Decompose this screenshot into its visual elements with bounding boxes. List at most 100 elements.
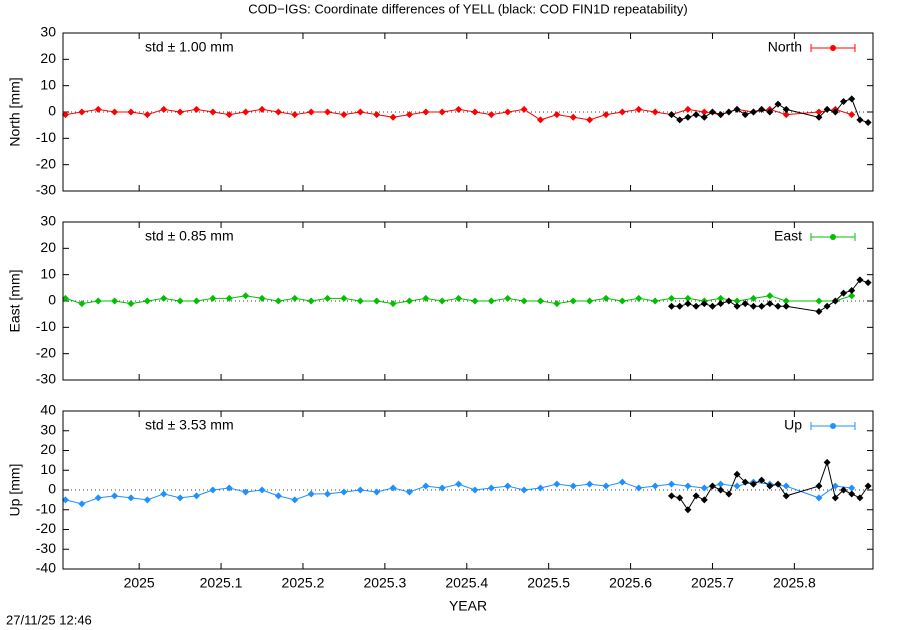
y-tick-label: -10 — [36, 500, 56, 516]
data-point — [192, 105, 200, 113]
data-point — [848, 490, 856, 498]
data-point — [815, 113, 823, 121]
data-point — [635, 105, 643, 113]
data-point — [307, 490, 315, 498]
data-point — [758, 476, 766, 484]
data-point — [553, 480, 561, 488]
data-point — [700, 496, 708, 504]
data-point — [291, 111, 299, 119]
data-point — [635, 294, 643, 302]
data-point — [78, 108, 86, 116]
data-point — [717, 480, 725, 488]
data-point — [774, 100, 782, 108]
data-point — [815, 482, 823, 490]
data-point — [586, 297, 594, 305]
data-point — [405, 111, 413, 119]
data-point — [831, 297, 839, 305]
y-tick-label: 20 — [40, 441, 56, 457]
y-tick-label: 20 — [40, 50, 56, 66]
data-point — [848, 95, 856, 103]
std-annotation: std ± 1.00 mm — [145, 39, 234, 55]
legend-marker — [830, 423, 836, 429]
y-tick-label: -40 — [36, 560, 56, 576]
data-point — [111, 297, 119, 305]
legend-label: North — [768, 39, 802, 55]
data-point — [774, 480, 782, 488]
data-point — [176, 297, 184, 305]
data-point — [94, 297, 102, 305]
data-point — [758, 302, 766, 310]
data-point — [340, 294, 348, 302]
data-point — [782, 492, 790, 500]
data-point — [864, 279, 872, 287]
data-point — [684, 294, 692, 302]
data-point — [127, 108, 135, 116]
data-point — [536, 297, 544, 305]
data-point — [94, 105, 102, 113]
data-point — [487, 297, 495, 305]
data-point — [831, 108, 839, 116]
data-point — [504, 482, 512, 490]
data-point — [209, 108, 217, 116]
data-point — [356, 297, 364, 305]
data-point — [389, 300, 397, 308]
legend-marker — [830, 45, 836, 51]
data-point — [823, 105, 831, 113]
data-point — [405, 488, 413, 496]
y-tick-label: -20 — [36, 155, 56, 171]
data-point — [823, 302, 831, 310]
data-point — [307, 297, 315, 305]
data-point — [487, 111, 495, 119]
data-point — [848, 111, 856, 119]
data-point — [258, 105, 266, 113]
data-point — [815, 108, 823, 116]
data-point — [78, 300, 86, 308]
data-point — [676, 494, 684, 502]
data-point — [749, 294, 757, 302]
data-point — [700, 113, 708, 121]
data-point — [717, 300, 725, 308]
data-point — [856, 276, 864, 284]
data-point — [782, 111, 790, 119]
data-point — [831, 482, 839, 490]
data-point — [225, 294, 233, 302]
y-axis-label: East [mm] — [7, 269, 23, 332]
data-point — [618, 297, 626, 305]
plot-frame — [62, 221, 874, 381]
data-point — [725, 490, 733, 498]
data-point — [225, 111, 233, 119]
data-point — [242, 292, 250, 300]
y-tick-label: 0 — [48, 292, 56, 308]
data-point — [684, 506, 692, 514]
data-point — [553, 300, 561, 308]
plot-frame — [62, 410, 874, 570]
data-point — [176, 494, 184, 502]
data-point — [725, 108, 733, 116]
data-point — [143, 111, 151, 119]
data-point — [520, 105, 528, 113]
data-point — [324, 490, 332, 498]
data-point — [340, 111, 348, 119]
data-point — [840, 97, 848, 105]
y-tick-label: 30 — [40, 24, 56, 40]
data-point — [758, 105, 766, 113]
data-point — [160, 294, 168, 302]
y-tick-label: 10 — [40, 76, 56, 92]
data-point — [438, 297, 446, 305]
y-tick-label: -30 — [36, 540, 56, 556]
data-point — [618, 478, 626, 486]
data-point — [160, 105, 168, 113]
data-point — [733, 105, 741, 113]
series-line — [671, 279, 869, 313]
data-point — [823, 458, 831, 466]
data-point — [160, 490, 168, 498]
y-tick-label: -30 — [36, 371, 56, 387]
std-annotation: std ± 0.85 mm — [145, 228, 234, 244]
data-point — [782, 302, 790, 310]
data-point — [258, 294, 266, 302]
data-point — [225, 484, 233, 492]
data-point — [373, 297, 381, 305]
data-point — [676, 302, 684, 310]
data-point — [504, 108, 512, 116]
